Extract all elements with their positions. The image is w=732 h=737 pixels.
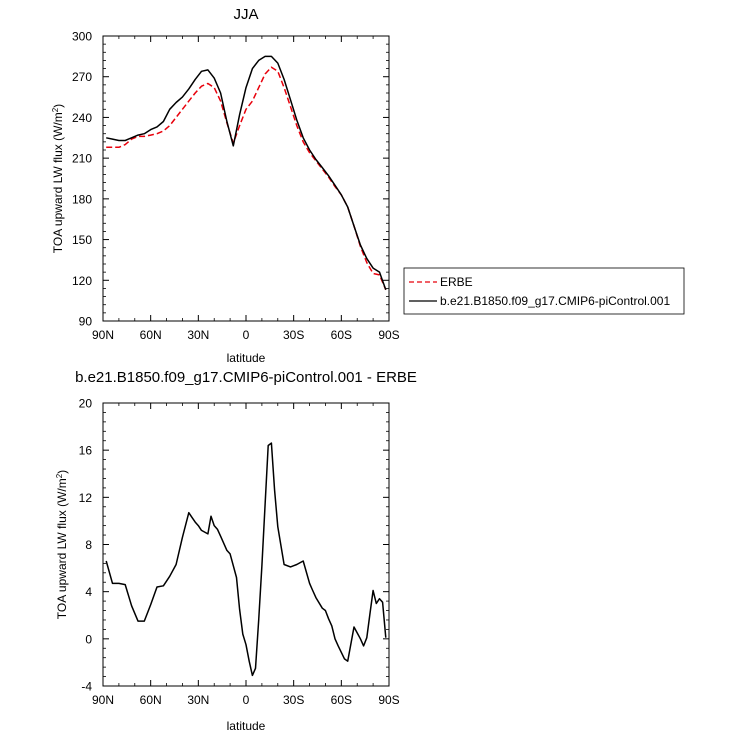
top-x-tick-label: 90N bbox=[92, 328, 114, 342]
bottom-x-tick-label: 90N bbox=[92, 693, 114, 707]
bottom-y-axis-label: TOA upward LW flux (W/m2) bbox=[55, 470, 70, 619]
top-x-tick-label: 0 bbox=[243, 328, 250, 342]
bottom-x-axis-label: latitude bbox=[227, 719, 266, 733]
top-plot-frame bbox=[102, 35, 390, 322]
bottom-chart-title: b.e21.B1850.f09_g17.CMIP6-piControl.001 … bbox=[75, 369, 417, 386]
bottom-y-tick-label: 12 bbox=[79, 491, 93, 505]
bottom-x-tick-label: 30N bbox=[187, 693, 209, 707]
legend-erbe-label: ERBE bbox=[440, 275, 473, 289]
top-x-tick-label: 30S bbox=[283, 328, 304, 342]
legend-model-label: b.e21.B1850.f09_g17.CMIP6-piControl.001 bbox=[440, 294, 670, 308]
top-y-tick-label: 120 bbox=[72, 274, 92, 288]
bottom-series-group bbox=[105, 442, 387, 677]
bottom-series-line-difference bbox=[105, 442, 387, 677]
top-y-tick-label: 270 bbox=[72, 70, 92, 84]
top-y-tick-label: 300 bbox=[72, 30, 92, 44]
bottom-y-tick-label: 8 bbox=[85, 538, 92, 552]
top-legend: ERBE b.e21.B1850.f09_g17.CMIP6-piControl… bbox=[403, 267, 685, 315]
top-y-tick-label: 180 bbox=[72, 192, 92, 206]
legend-box bbox=[403, 267, 685, 315]
bottom-x-tick-label: 0 bbox=[243, 693, 250, 707]
bottom-panel: b.e21.B1850.f09_g17.CMIP6-piControl.001 … bbox=[55, 369, 417, 733]
bottom-x-tick-label: 60N bbox=[140, 693, 162, 707]
bottom-y-tick-label: 4 bbox=[85, 585, 92, 599]
top-axis-ticks: 90N 60N 30N 0 30S 60S 90S 90 120 150 180 210 240 270 3… bbox=[72, 30, 400, 343]
top-x-tick-label: 90S bbox=[378, 328, 399, 342]
top-series-line-erbe bbox=[106, 66, 387, 291]
top-panel: JJA 90N 60N 30N 0 30S 60S 90S 90 120 150 180 210 240… bbox=[51, 6, 685, 365]
top-y-tick-label: 240 bbox=[72, 111, 92, 125]
top-y-tick-label: 210 bbox=[72, 152, 92, 166]
bottom-y-tick-label: 16 bbox=[79, 444, 93, 458]
top-x-tick-label: 60N bbox=[140, 328, 162, 342]
top-series-group bbox=[106, 55, 387, 291]
top-x-axis-label: latitude bbox=[227, 351, 266, 365]
top-series-line-model bbox=[106, 55, 387, 291]
bottom-x-tick-label: 90S bbox=[378, 693, 399, 707]
bottom-y-tick-label: -4 bbox=[81, 680, 92, 694]
bottom-axis-ticks: 90N 60N 30N 0 30S 60S 90S -4 0 4 8 12 16 20 bbox=[79, 397, 400, 708]
top-chart-title: JJA bbox=[233, 6, 258, 23]
top-y-tick-label: 90 bbox=[79, 315, 93, 329]
top-x-tick-label: 30N bbox=[187, 328, 209, 342]
bottom-y-tick-label: 0 bbox=[85, 632, 92, 646]
top-y-tick-label: 150 bbox=[72, 233, 92, 247]
bottom-x-tick-label: 60S bbox=[331, 693, 352, 707]
bottom-plot-frame bbox=[102, 402, 390, 687]
top-x-tick-label: 60S bbox=[331, 328, 352, 342]
bottom-y-tick-label: 20 bbox=[79, 397, 93, 411]
top-y-axis-label: TOA upward LW flux (W/m2) bbox=[51, 104, 66, 253]
bottom-x-tick-label: 30S bbox=[283, 693, 304, 707]
